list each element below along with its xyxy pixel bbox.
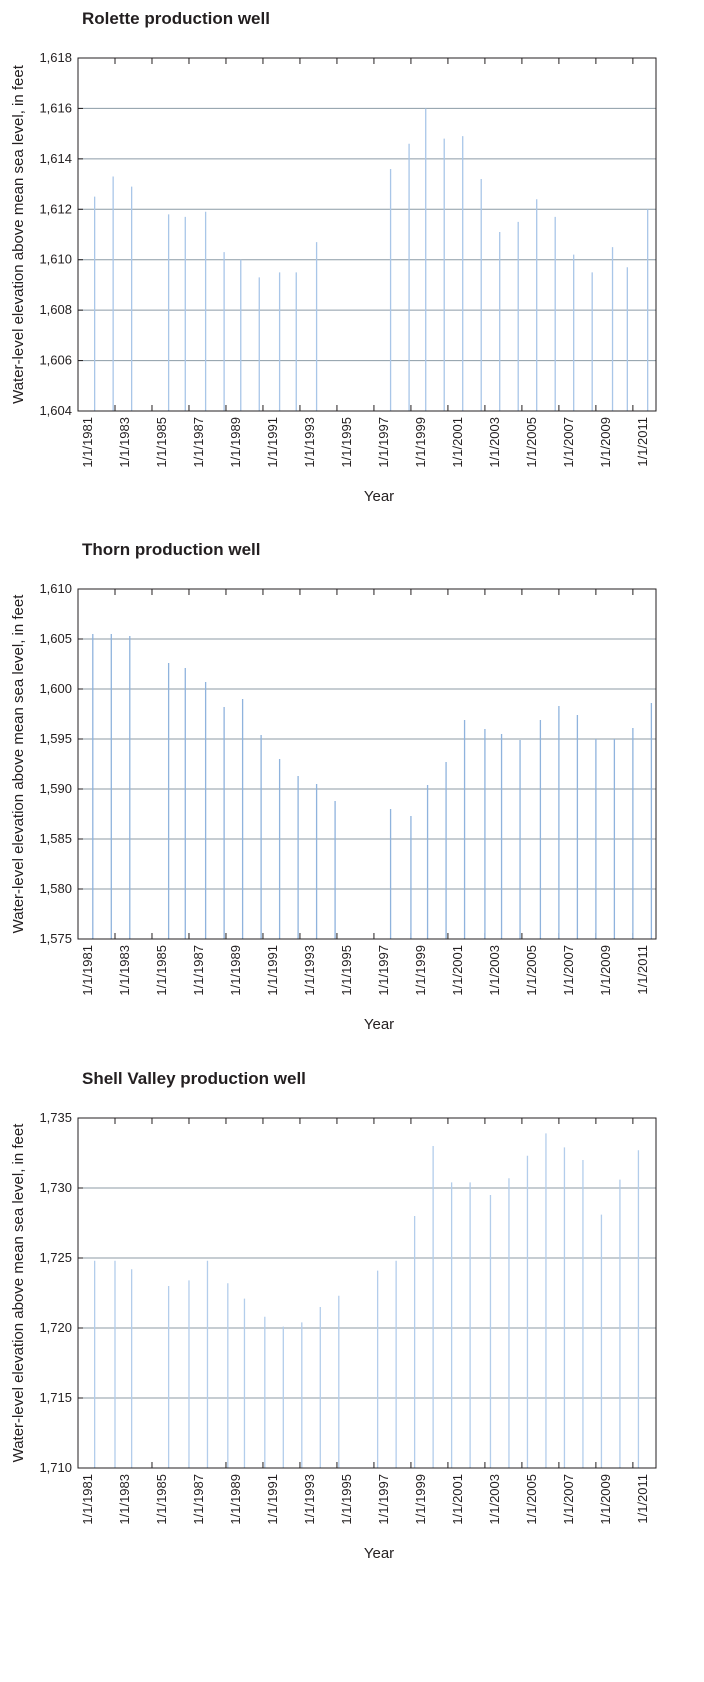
x-tick-label: 1/1/2003 [487, 417, 502, 468]
x-tick-label: 1/1/1999 [413, 945, 428, 996]
x-tick-label: 1/1/2007 [561, 945, 576, 996]
y-tick-label: 1,590 [39, 781, 72, 796]
x-tick-label: 1/1/1985 [154, 1474, 169, 1525]
x-tick-label: 1/1/2007 [561, 1474, 576, 1525]
y-tick-label: 1,710 [39, 1460, 72, 1475]
x-tick-label: 1/1/1981 [80, 945, 95, 996]
y-tick-label: 1,580 [39, 881, 72, 896]
x-tick-label: 1/1/1997 [376, 417, 391, 468]
y-tick-label: 1,610 [39, 252, 72, 267]
x-tick-label: 1/1/2005 [524, 945, 539, 996]
plot-frame [77, 1117, 657, 1469]
x-tick-label: 1/1/1987 [191, 945, 206, 996]
x-axis-title: Year [364, 1016, 394, 1033]
y-tick-label: 1,618 [39, 50, 72, 65]
x-tick-label: 1/1/2003 [487, 945, 502, 996]
x-tick-label: 1/1/1985 [154, 417, 169, 468]
x-tick-label: 1/1/1999 [413, 417, 428, 468]
x-tick-label: 1/1/1993 [302, 1474, 317, 1525]
x-tick-label: 1/1/1981 [80, 1474, 95, 1525]
y-tick-label: 1,614 [39, 151, 72, 166]
y-tick-label: 1,730 [39, 1180, 72, 1195]
x-tick-label: 1/1/1989 [228, 417, 243, 468]
x-tick-label: 1/1/2007 [561, 417, 576, 468]
x-tick-label: 1/1/1989 [228, 945, 243, 996]
y-tick-label: 1,735 [39, 1110, 72, 1125]
x-tick-label: 1/1/2001 [450, 417, 465, 468]
x-tick-label: 1/1/1985 [154, 945, 169, 996]
y-tick-label: 1,725 [39, 1250, 72, 1265]
x-tick-label: 1/1/2009 [598, 1474, 613, 1525]
x-tick-label: 1/1/1999 [413, 1474, 428, 1525]
y-tick-label: 1,604 [39, 403, 72, 418]
x-tick-label: 1/1/1991 [265, 417, 280, 468]
x-tick-label: 1/1/2011 [635, 1474, 650, 1524]
chart-title: Rolette production well [82, 9, 270, 28]
y-tick-label: 1,715 [39, 1390, 72, 1405]
x-tick-label: 1/1/1993 [302, 417, 317, 468]
y-tick-label: 1,610 [39, 581, 72, 596]
y-tick-label: 1,575 [39, 931, 72, 946]
y-tick-label: 1,720 [39, 1320, 72, 1335]
y-axis-title: Water-level elevation above mean sea lev… [10, 1123, 27, 1463]
x-tick-label: 1/1/2001 [450, 945, 465, 996]
x-tick-label: 1/1/1989 [228, 1474, 243, 1525]
plot-frame [77, 588, 657, 940]
x-tick-label: 1/1/1991 [265, 945, 280, 996]
x-tick-label: 1/1/1995 [339, 417, 354, 468]
x-tick-label: 1/1/1997 [376, 1474, 391, 1525]
y-axis-title: Water-level elevation above mean sea lev… [10, 64, 27, 404]
x-tick-label: 1/1/1995 [339, 1474, 354, 1525]
x-tick-label: 1/1/1983 [117, 945, 132, 996]
x-tick-label: 1/1/2005 [524, 417, 539, 468]
y-tick-label: 1,606 [39, 353, 72, 368]
x-tick-label: 1/1/2001 [450, 1474, 465, 1525]
x-tick-label: 1/1/2011 [635, 417, 650, 467]
x-tick-label: 1/1/2009 [598, 417, 613, 468]
y-tick-label: 1,616 [39, 100, 72, 115]
x-tick-label: 1/1/1987 [191, 417, 206, 468]
chart-title: Thorn production well [82, 540, 260, 559]
y-tick-label: 1,612 [39, 201, 72, 216]
x-axis-title: Year [364, 1545, 394, 1562]
plot-frame [77, 57, 657, 412]
y-tick-label: 1,595 [39, 731, 72, 746]
x-tick-label: 1/1/1995 [339, 945, 354, 996]
x-tick-label: 1/1/1993 [302, 945, 317, 996]
x-tick-label: 1/1/1991 [265, 1474, 280, 1525]
x-tick-label: 1/1/2009 [598, 945, 613, 996]
y-axis-title: Water-level elevation above mean sea lev… [10, 594, 27, 934]
y-tick-label: 1,600 [39, 681, 72, 696]
x-tick-label: 1/1/1983 [117, 417, 132, 468]
x-tick-label: 1/1/1987 [191, 1474, 206, 1525]
x-axis-title: Year [364, 488, 394, 505]
y-tick-label: 1,605 [39, 631, 72, 646]
chart-title: Shell Valley production well [82, 1069, 306, 1088]
x-tick-label: 1/1/2003 [487, 1474, 502, 1525]
y-tick-label: 1,585 [39, 831, 72, 846]
x-tick-label: 1/1/1981 [80, 417, 95, 468]
x-tick-label: 1/1/1997 [376, 945, 391, 996]
x-tick-label: 1/1/2005 [524, 1474, 539, 1525]
y-tick-label: 1,608 [39, 302, 72, 317]
x-tick-label: 1/1/1983 [117, 1474, 132, 1525]
x-tick-label: 1/1/2011 [635, 945, 650, 995]
